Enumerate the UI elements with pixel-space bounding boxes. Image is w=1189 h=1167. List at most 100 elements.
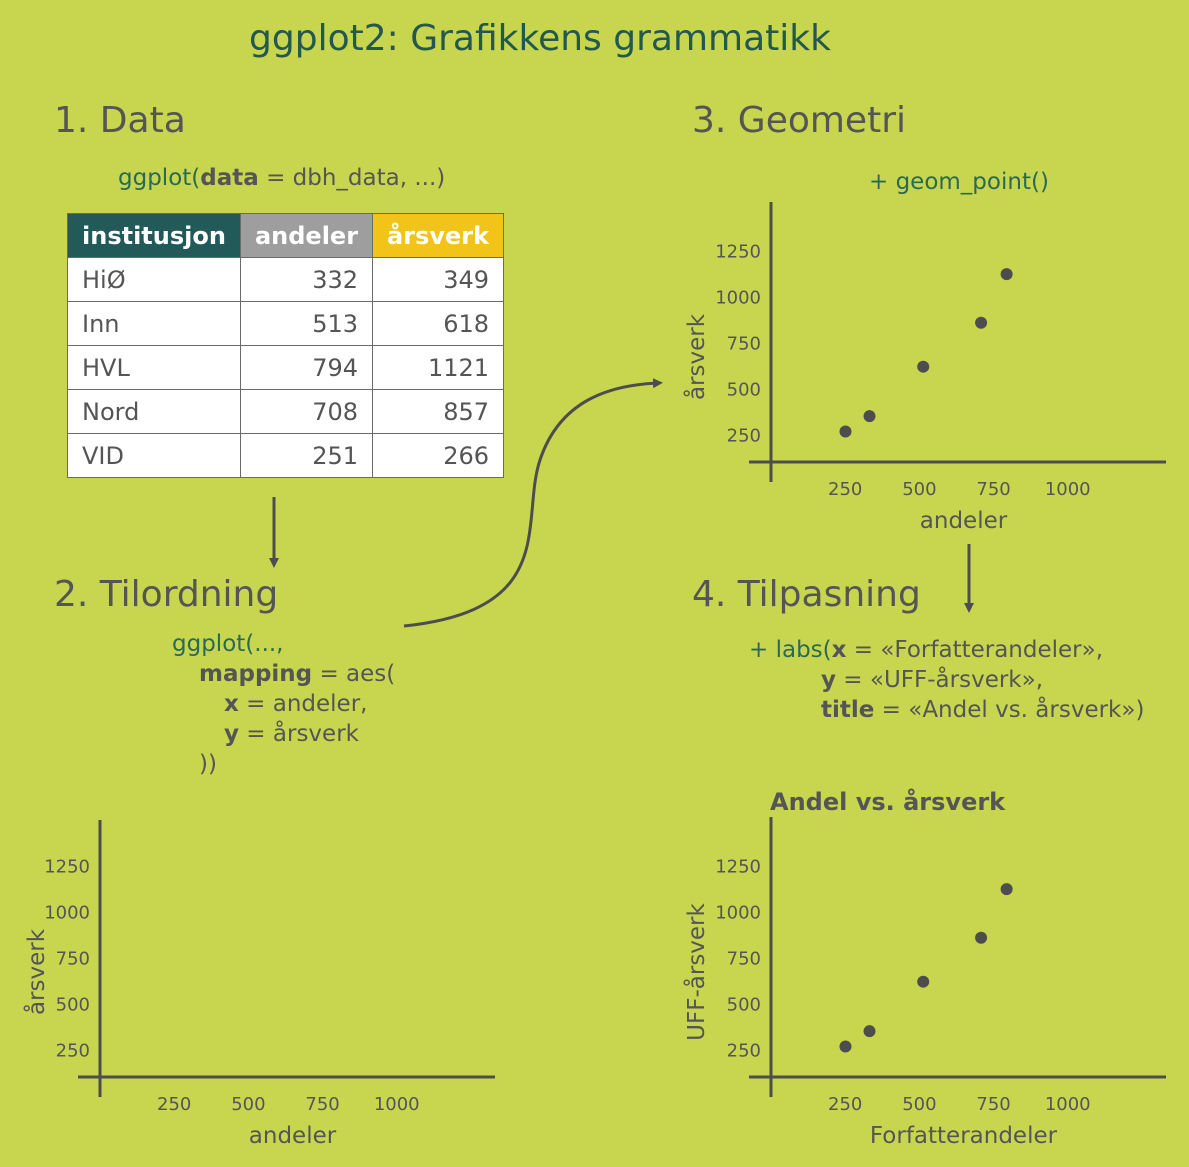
y-tick-label: 750 — [727, 948, 761, 969]
table-cell: 332 — [239, 257, 374, 302]
x-tick-label: 1000 — [1045, 1094, 1091, 1115]
data-point — [1000, 268, 1013, 281]
code-geom: + geom_point() — [869, 167, 1049, 197]
y-tick-label: 1250 — [715, 856, 761, 877]
chart-title: Andel vs. årsverk — [770, 787, 1006, 816]
code-arg: data — [200, 165, 259, 191]
data-point — [917, 975, 930, 988]
data-point — [1000, 883, 1013, 896]
code-fn: ggplot( — [118, 165, 201, 191]
data-point — [975, 316, 988, 329]
data-point — [839, 1040, 852, 1053]
x-tick-label: 1000 — [374, 1094, 420, 1115]
table-header-row: institusjon andeler årsverk — [67, 213, 505, 258]
code-rest: = dbh_data, ...) — [258, 165, 446, 191]
table-row: HVL 794 1121 — [67, 345, 505, 390]
y-tick-label: 1000 — [715, 287, 761, 308]
data-point — [863, 1025, 876, 1038]
step-4-heading: 4. Tilpasning — [692, 574, 921, 615]
x-tick-label: 250 — [828, 479, 862, 500]
y-tick-label: 250 — [56, 1040, 90, 1061]
code-arg: x — [831, 637, 847, 663]
y-tick-label: 500 — [727, 994, 761, 1015]
x-axis-label: andeler — [249, 1123, 337, 1149]
empty-plot: 250 500 750 1000 250 500 750 1000 1250 andeler års… — [22, 820, 495, 1149]
x-axis-label: Forfatterandeler — [870, 1123, 1058, 1149]
geom-point-plot: 250 500 750 1000 250 500 750 1000 1250 andeler års… — [682, 202, 1166, 534]
code-rest: = aes( — [312, 661, 396, 687]
code-labs: + labs(x = «Forfatterandeler», y = «UFF-å… — [749, 635, 1144, 725]
code-fn: + geom_point() — [869, 169, 1049, 195]
x-tick-label: 750 — [305, 1094, 339, 1115]
table-cell: 1121 — [372, 345, 505, 390]
step-1-heading: 1. Data — [54, 100, 186, 141]
code-rest: = «Andel vs. årsverk») — [874, 697, 1145, 723]
y-tick-label: 750 — [56, 948, 90, 969]
code-rest: = andeler, — [238, 691, 368, 717]
table-row: Inn 513 618 — [67, 301, 505, 346]
x-tick-label: 1000 — [1045, 479, 1091, 500]
y-tick-label: 750 — [727, 333, 761, 354]
y-axis-label: årsverk — [22, 928, 50, 1015]
y-tick-label: 250 — [727, 425, 761, 446]
data-point — [975, 931, 988, 944]
y-tick-label: 500 — [56, 994, 90, 1015]
table-header-cell: årsverk — [372, 213, 505, 258]
code-arg: y — [821, 667, 836, 693]
y-axis-label: UFF-årsverk — [682, 902, 710, 1040]
table-cell: Nord — [67, 389, 241, 434]
code-arg: x — [224, 691, 239, 717]
table-cell: 266 — [372, 433, 505, 478]
y-tick-label: 1000 — [44, 902, 90, 923]
code-arg: y — [224, 721, 239, 747]
code-mapping: ggplot(..., mapping = aes( x = andeler, y =… — [172, 629, 395, 779]
y-tick-label: 1250 — [44, 856, 90, 877]
labs-plot: 250 500 750 1000 250 500 750 1000 1250 Forfattera… — [682, 787, 1166, 1149]
table-header-cell: institusjon — [67, 213, 241, 258]
code-rest: )) — [199, 751, 217, 777]
data-point — [839, 425, 852, 438]
x-tick-label: 750 — [976, 479, 1010, 500]
table-cell: 708 — [239, 389, 374, 434]
table-row: Nord 708 857 — [67, 389, 505, 434]
x-tick-label: 500 — [902, 1094, 936, 1115]
code-fn: ggplot(..., — [172, 631, 284, 657]
y-tick-label: 500 — [727, 379, 761, 400]
y-tick-label: 1250 — [715, 241, 761, 262]
x-tick-label: 500 — [902, 479, 936, 500]
table-cell: 794 — [239, 345, 374, 390]
x-tick-label: 750 — [976, 1094, 1010, 1115]
code-rest: = «Forfatterandeler», — [846, 637, 1104, 663]
x-tick-label: 250 — [828, 1094, 862, 1115]
table-cell: 618 — [372, 301, 505, 346]
table-row: HiØ 332 349 — [67, 257, 505, 302]
code-arg: title — [821, 697, 875, 723]
table-cell: 513 — [239, 301, 374, 346]
step-2-heading: 2. Tilordning — [54, 574, 279, 615]
code-data: ggplot(data = dbh_data, ...) — [118, 163, 445, 193]
y-axis-label: årsverk — [682, 313, 710, 400]
table-cell: VID — [67, 433, 241, 478]
page-title: ggplot2: Grafikkens grammatikk — [249, 18, 831, 59]
table-cell: 349 — [372, 257, 505, 302]
x-tick-label: 500 — [231, 1094, 265, 1115]
data-table: institusjon andeler årsverk HiØ 332 349 In… — [67, 213, 505, 478]
table-cell: HVL — [67, 345, 241, 390]
data-point — [917, 360, 930, 373]
table-cell: 251 — [239, 433, 374, 478]
table-cell: Inn — [67, 301, 241, 346]
x-tick-label: 250 — [157, 1094, 191, 1115]
code-rest: = årsverk — [239, 721, 359, 747]
data-point — [863, 410, 876, 423]
table-cell: HiØ — [67, 257, 241, 302]
arrow-curve — [403, 378, 663, 628]
code-rest: = «UFF-årsverk», — [836, 667, 1044, 693]
table-cell: 857 — [372, 389, 505, 434]
code-arg: mapping — [199, 661, 313, 687]
code-fn: + labs( — [749, 637, 832, 663]
step-3-heading: 3. Geometri — [692, 100, 906, 141]
y-tick-label: 250 — [727, 1040, 761, 1061]
table-header-cell: andeler — [239, 213, 374, 258]
table-row: VID 251 266 — [67, 433, 505, 478]
